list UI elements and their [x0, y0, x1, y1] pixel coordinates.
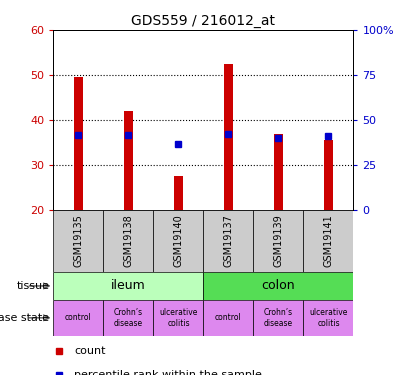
Bar	[224, 64, 233, 210]
Title: GDS559 / 216012_at: GDS559 / 216012_at	[132, 13, 275, 28]
Text: control: control	[215, 314, 242, 322]
Text: GSM19140: GSM19140	[173, 214, 183, 267]
Text: control: control	[65, 314, 92, 322]
Bar	[203, 300, 254, 336]
Bar	[53, 272, 203, 300]
Bar	[174, 176, 183, 210]
Text: GSM19141: GSM19141	[323, 214, 333, 267]
Text: GSM19135: GSM19135	[74, 214, 83, 267]
Bar	[203, 272, 353, 300]
Text: GSM19139: GSM19139	[273, 214, 284, 267]
Bar	[274, 134, 283, 210]
Bar	[53, 210, 104, 272]
Text: percentile rank within the sample: percentile rank within the sample	[74, 370, 262, 375]
Text: ulcerative
colitis: ulcerative colitis	[159, 308, 198, 327]
Text: Crohn’s
disease: Crohn’s disease	[264, 308, 293, 327]
Text: ileum: ileum	[111, 279, 146, 292]
Text: disease state: disease state	[0, 313, 49, 323]
Bar	[203, 210, 254, 272]
Bar	[104, 210, 153, 272]
Bar	[74, 77, 83, 210]
Text: GSM19138: GSM19138	[123, 214, 134, 267]
Text: tissue: tissue	[16, 281, 49, 291]
Bar	[303, 210, 353, 272]
Bar	[124, 111, 133, 210]
Bar	[303, 300, 353, 336]
Text: Crohn’s
disease: Crohn’s disease	[114, 308, 143, 327]
Bar	[324, 140, 333, 210]
Text: ulcerative
colitis: ulcerative colitis	[309, 308, 348, 327]
Bar	[53, 300, 104, 336]
Text: count: count	[74, 346, 106, 355]
Bar	[104, 300, 153, 336]
Bar	[153, 300, 203, 336]
Bar	[254, 210, 303, 272]
Bar	[254, 300, 303, 336]
Bar	[153, 210, 203, 272]
Text: colon: colon	[262, 279, 295, 292]
Text: GSM19137: GSM19137	[224, 214, 233, 267]
